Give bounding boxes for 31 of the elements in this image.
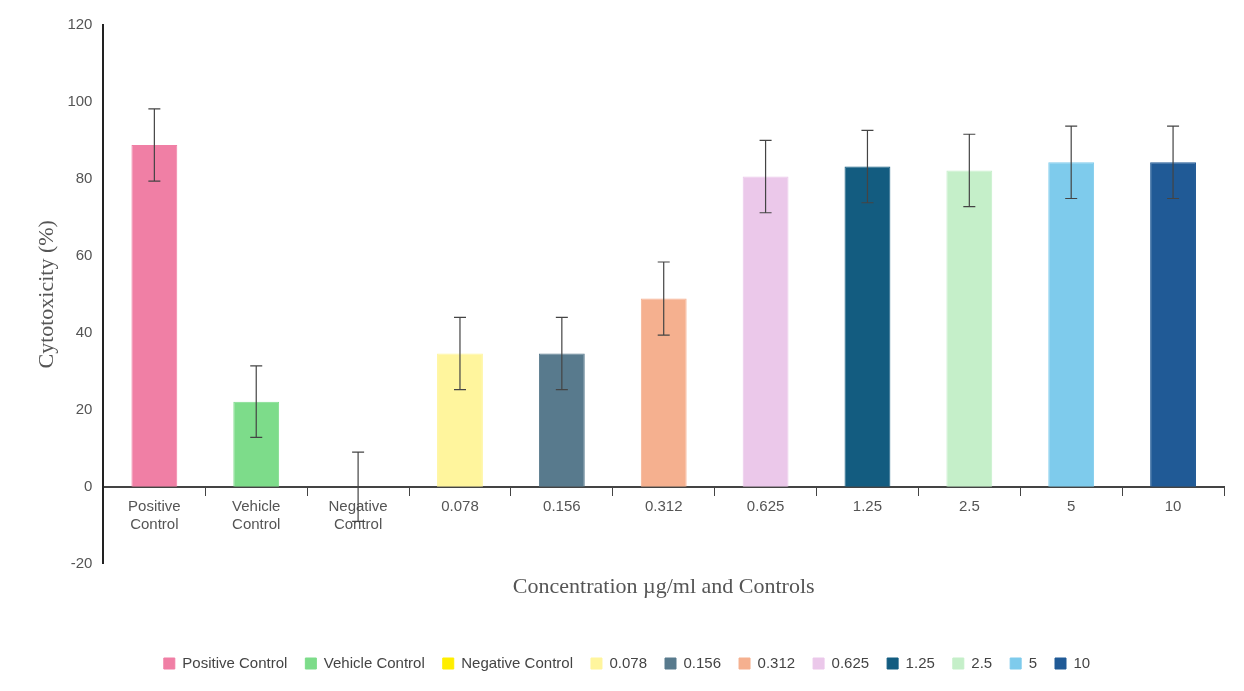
legend-label: 0.625 bbox=[831, 653, 870, 671]
y-tick-label: 80 bbox=[75, 169, 93, 187]
legend-label: 5 bbox=[1028, 653, 1038, 671]
x-tick-label: 0.312 bbox=[644, 496, 683, 514]
y-tick-label: 40 bbox=[75, 322, 93, 340]
x-tick-label: 0.078 bbox=[441, 496, 479, 514]
x-tick-label: 5 bbox=[1067, 496, 1076, 514]
legend-label: 0.312 bbox=[757, 653, 796, 671]
y-tick-label: -20 bbox=[70, 553, 93, 571]
legend-label: 0.156 bbox=[683, 653, 722, 671]
legend-label: Negative Control bbox=[461, 653, 573, 671]
x-tick-label: 10 bbox=[1164, 496, 1182, 514]
x-tick-label: Positive Control bbox=[128, 496, 181, 532]
y-tick-label: 100 bbox=[67, 92, 93, 110]
legend-label: 2.5 bbox=[971, 653, 993, 671]
x-tick-label: 1.25 bbox=[852, 496, 883, 514]
x-tick-label: Vehicle Control bbox=[232, 496, 281, 532]
y-tick-label: 60 bbox=[75, 245, 93, 263]
x-tick-label: 0.625 bbox=[746, 496, 785, 514]
legend-label: 1.25 bbox=[905, 653, 935, 671]
x-axis-title: Concentration µg/ml and Controls bbox=[512, 573, 815, 599]
legend-label: Vehicle Control bbox=[323, 653, 425, 671]
y-tick-label: 0 bbox=[84, 476, 93, 494]
y-tick-label: 20 bbox=[75, 399, 93, 417]
x-tick-label: 2.5 bbox=[958, 496, 980, 514]
legend-label: 0.078 bbox=[609, 653, 648, 671]
y-tick-label: 120 bbox=[67, 15, 93, 33]
legend-label: Positive Control bbox=[182, 653, 288, 671]
x-tick-label: 0.156 bbox=[543, 496, 581, 514]
legend-label: 10 bbox=[1073, 653, 1091, 671]
y-axis-title: Cytotoxicity (%) bbox=[32, 220, 58, 369]
